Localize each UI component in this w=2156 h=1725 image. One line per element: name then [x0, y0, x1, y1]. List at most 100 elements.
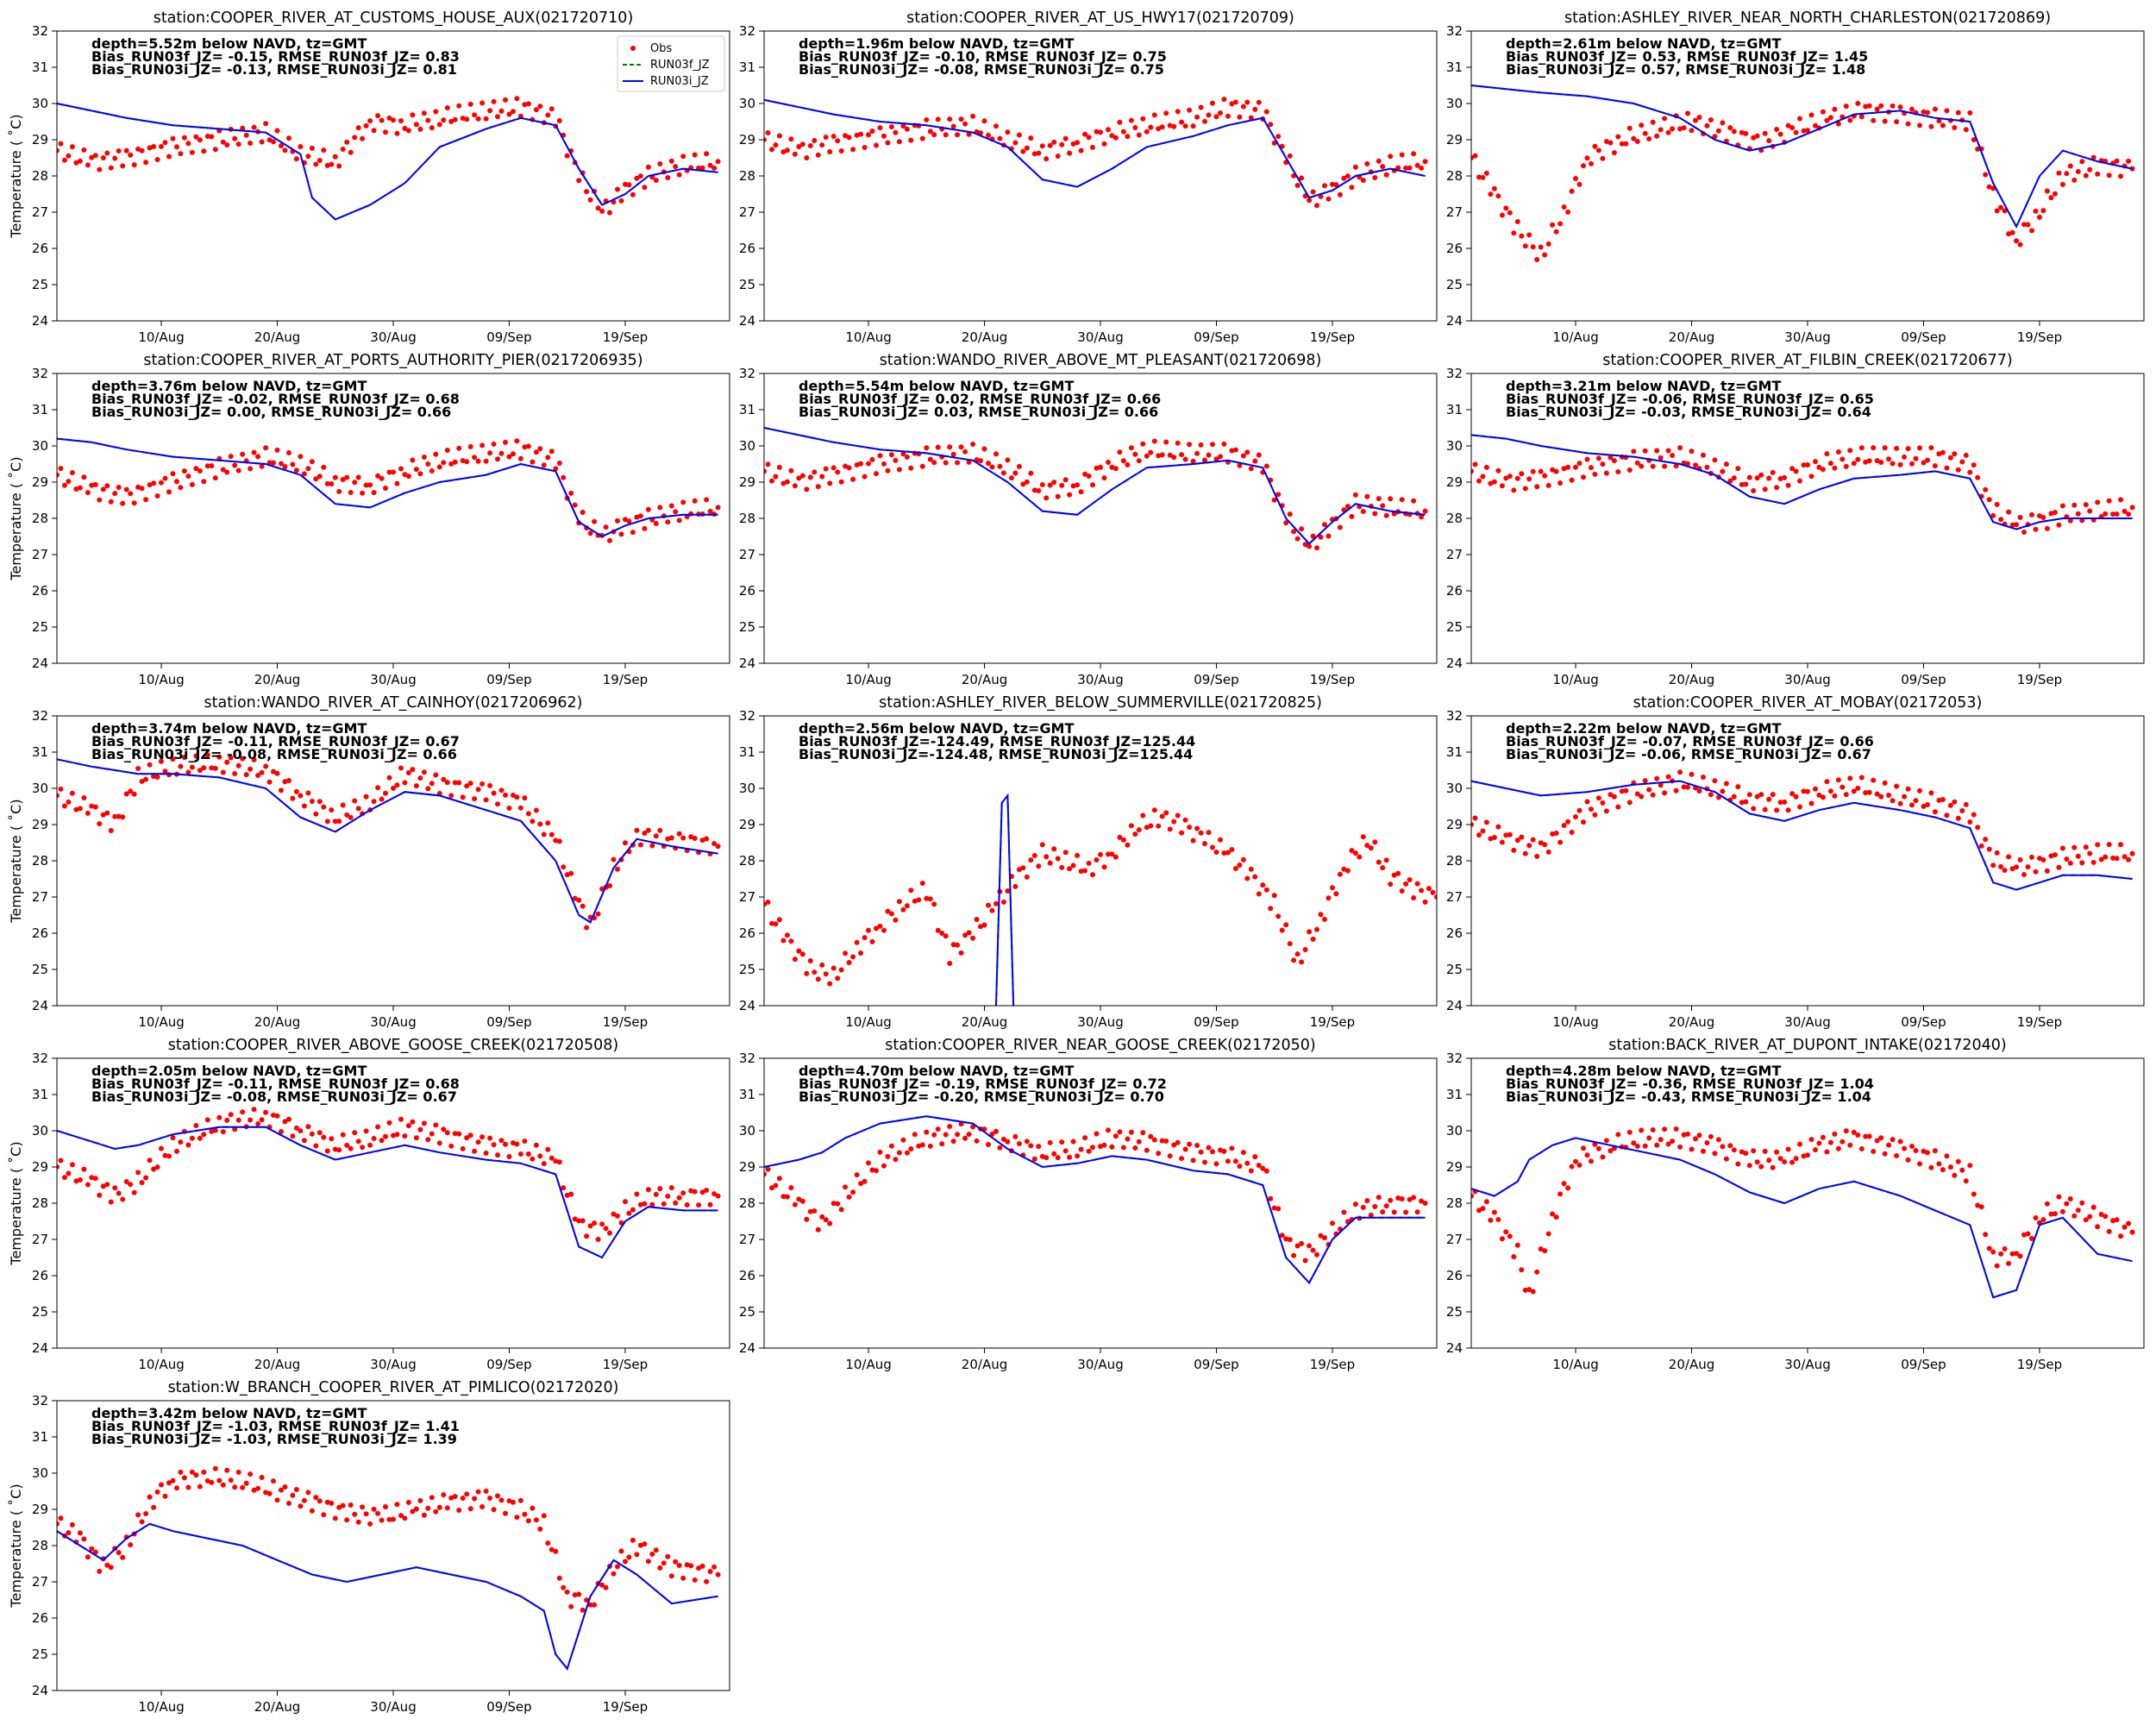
obs-point	[673, 509, 679, 515]
obs-point	[862, 1178, 868, 1184]
obs-point	[858, 131, 864, 137]
x-tick-label: 30/Aug	[1784, 329, 1830, 345]
obs-point	[2056, 864, 2062, 870]
obs-point	[266, 779, 273, 785]
obs-point	[896, 899, 902, 905]
obs-point	[788, 938, 794, 944]
obs-point	[711, 1564, 718, 1570]
obs-point	[487, 108, 493, 114]
obs-point	[1569, 477, 1575, 483]
obs-point	[1685, 461, 1690, 467]
y-tick-label: 31	[1446, 1087, 1463, 1102]
obs-point	[1399, 1196, 1405, 1201]
obs-point	[456, 445, 462, 451]
obs-point	[1411, 1195, 1417, 1201]
obs-point	[807, 474, 813, 480]
x-tick-label: 30/Aug	[370, 329, 416, 345]
obs-point	[657, 827, 663, 833]
obs-point	[97, 1192, 103, 1198]
obs-point	[1670, 1138, 1676, 1145]
obs-point	[715, 159, 721, 165]
obs-point	[1094, 129, 1100, 135]
y-tick-label: 27	[1446, 547, 1463, 562]
obs-point	[340, 1502, 346, 1509]
obs-point	[251, 449, 257, 455]
obs-points	[1471, 1126, 2135, 1295]
obs-point	[271, 460, 276, 466]
obs-point	[2090, 859, 2096, 865]
obs-point	[673, 164, 679, 170]
obs-point	[1634, 791, 1640, 797]
obs-point	[1337, 191, 1343, 198]
obs-point	[533, 449, 539, 455]
obs-point	[823, 466, 829, 472]
obs-points	[764, 1121, 1428, 1264]
obs-point	[835, 1201, 841, 1207]
obs-point	[1307, 1243, 1313, 1249]
y-tick-label: 27	[1446, 204, 1463, 220]
obs-point	[340, 147, 346, 152]
obs-point	[1352, 164, 1358, 170]
obs-point	[1349, 848, 1355, 854]
obs-point	[1565, 209, 1571, 215]
obs-point	[862, 145, 868, 150]
obs-point	[1550, 222, 1556, 228]
obs-point	[676, 831, 682, 837]
obs-point	[2040, 515, 2046, 520]
obs-point	[363, 1128, 369, 1134]
obs-point	[201, 765, 207, 771]
y-tick-label: 26	[32, 241, 48, 256]
obs-point	[1816, 1140, 1822, 1146]
obs-point	[1689, 448, 1695, 455]
obs-point	[209, 1479, 215, 1485]
obs-point	[2033, 1215, 2039, 1220]
obs-point	[943, 460, 949, 466]
obs-point	[1221, 850, 1227, 856]
y-tick-label: 27	[1446, 1232, 1463, 1247]
subplot-title: station:COOPER_RIVER_AT_US_HWY17(0217207…	[906, 9, 1294, 27]
obs-point	[166, 154, 172, 160]
obs-point	[235, 1469, 241, 1475]
obs-point	[402, 780, 408, 786]
obs-point	[1824, 117, 1830, 123]
obs-point	[116, 485, 122, 490]
obs-point	[869, 129, 875, 134]
y-tick-label: 26	[1446, 1268, 1463, 1283]
obs-point	[1344, 868, 1351, 874]
obs-point	[1407, 1196, 1413, 1202]
y-tick-label: 32	[32, 366, 48, 381]
obs-point	[1179, 830, 1185, 836]
obs-point	[1882, 118, 1888, 124]
obs-point	[1344, 173, 1351, 179]
obs-point	[623, 1199, 628, 1205]
obs-point	[355, 474, 361, 480]
obs-point	[66, 153, 72, 159]
obs-point	[139, 779, 145, 784]
obs-point	[100, 155, 106, 160]
obs-point	[885, 140, 891, 146]
obs-point	[545, 112, 551, 118]
obs-point	[603, 1226, 609, 1232]
obs-point	[1399, 888, 1405, 894]
y-tick-label: 32	[1446, 366, 1463, 381]
obs-point	[993, 123, 999, 129]
obs-point	[986, 902, 991, 908]
obs-point	[2118, 842, 2124, 848]
obs-point	[441, 460, 447, 466]
obs-point	[1163, 110, 1169, 116]
obs-point	[77, 485, 83, 491]
x-tick-label: 20/Aug	[254, 329, 300, 345]
obs-point	[104, 1562, 110, 1568]
y-axis-label: Temperature ( ˚C)	[8, 1141, 24, 1265]
obs-point	[1078, 1146, 1084, 1152]
obs-point	[1229, 1145, 1235, 1151]
obs-point	[1534, 853, 1540, 859]
obs-point	[1414, 881, 1420, 887]
y-tick-label: 28	[739, 168, 755, 184]
obs-point	[464, 459, 470, 465]
obs-point	[1062, 135, 1069, 141]
obs-point	[1534, 1269, 1540, 1275]
y-tick-label: 24	[1446, 998, 1463, 1013]
obs-point	[329, 1136, 335, 1142]
obs-point	[1959, 459, 1965, 465]
